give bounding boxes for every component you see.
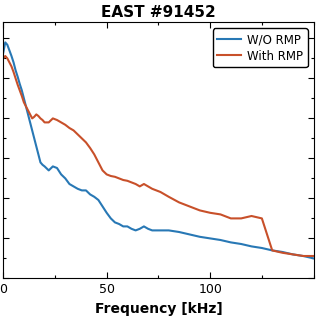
With RMP — [43, 120, 46, 124]
With RMP — [229, 216, 233, 220]
With RMP — [3, 54, 7, 58]
X-axis label: Frequency [kHz]: Frequency [kHz] — [94, 302, 222, 316]
W/O RMP — [3, 40, 7, 44]
Line: W/O RMP: W/O RMP — [3, 42, 314, 258]
With RMP — [1, 56, 5, 60]
W/O RMP — [100, 204, 104, 208]
Title: EAST #91452: EAST #91452 — [101, 5, 216, 20]
W/O RMP — [229, 241, 233, 244]
W/O RMP — [43, 164, 46, 168]
Legend: W/O RMP, With RMP: W/O RMP, With RMP — [213, 28, 308, 67]
With RMP — [301, 254, 305, 258]
With RMP — [34, 112, 38, 116]
With RMP — [312, 254, 316, 258]
With RMP — [76, 132, 80, 136]
Line: With RMP: With RMP — [3, 56, 314, 256]
W/O RMP — [1, 51, 5, 55]
W/O RMP — [312, 256, 316, 260]
W/O RMP — [34, 144, 38, 148]
W/O RMP — [291, 252, 295, 256]
W/O RMP — [76, 187, 80, 191]
With RMP — [100, 168, 104, 172]
With RMP — [281, 251, 284, 255]
